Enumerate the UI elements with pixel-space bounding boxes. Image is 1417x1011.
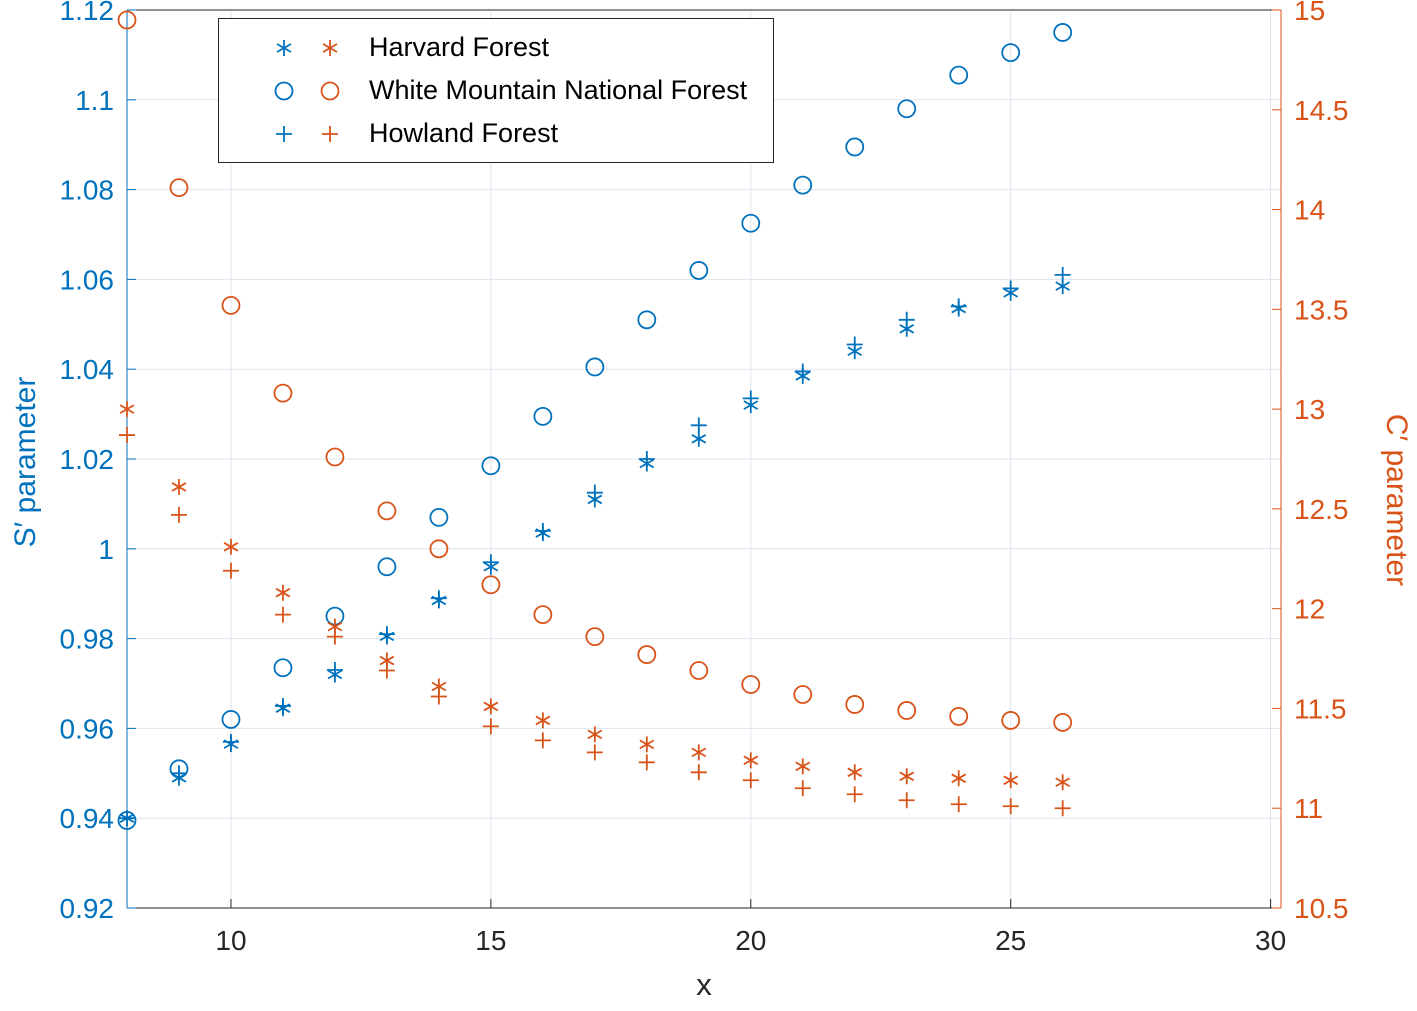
y-axis-label-left: S′ parameter bbox=[9, 376, 42, 548]
svg-text:15: 15 bbox=[475, 925, 506, 956]
svg-text:0.92: 0.92 bbox=[60, 893, 115, 924]
svg-text:12.5: 12.5 bbox=[1294, 494, 1349, 525]
svg-text:1.08: 1.08 bbox=[60, 175, 115, 206]
axes-box bbox=[126, 9, 1282, 909]
svg-text:1.04: 1.04 bbox=[60, 354, 115, 385]
svg-text:0.98: 0.98 bbox=[60, 624, 115, 655]
asterisk-marker-blue-icon bbox=[276, 39, 292, 56]
svg-text:0.96: 0.96 bbox=[60, 713, 115, 744]
svg-text:15: 15 bbox=[1294, 0, 1325, 26]
series-right-circle bbox=[117, 10, 1073, 732]
svg-text:13.5: 13.5 bbox=[1294, 294, 1349, 325]
legend-item-white-mountain: White Mountain National Forest bbox=[267, 69, 747, 112]
right-y-axis-ticks: 10.5 11 11.5 12 12.5 13 13.5 14 14.5 15 bbox=[1272, 0, 1349, 924]
legend-item-harvard-forest: Harvard Forest bbox=[267, 26, 747, 69]
x-axis-label: x bbox=[696, 967, 712, 1002]
svg-text:30: 30 bbox=[1255, 925, 1286, 956]
legend-item-howland-forest: Howland Forest bbox=[267, 112, 747, 155]
circle-marker-blue-icon bbox=[274, 81, 294, 100]
plus-marker-blue-icon bbox=[276, 125, 292, 142]
legend-label: Harvard Forest bbox=[369, 32, 550, 62]
svg-text:13: 13 bbox=[1294, 394, 1325, 425]
plus-marker-orange-icon bbox=[322, 125, 338, 142]
svg-text:1.02: 1.02 bbox=[60, 444, 115, 475]
legend: Harvard Forest White Mountain National F… bbox=[218, 18, 775, 163]
series-right-plus bbox=[119, 427, 1071, 817]
svg-text:10: 10 bbox=[215, 925, 246, 956]
svg-text:1.12: 1.12 bbox=[60, 0, 115, 26]
svg-text:0.94: 0.94 bbox=[60, 803, 115, 834]
left-y-axis-ticks: 0.92 0.94 0.96 0.98 1 1.02 1.04 1.06 1.08 1.1 1.12 bbox=[60, 0, 136, 924]
svg-text:11.5: 11.5 bbox=[1294, 693, 1346, 724]
x-axis-ticks: 10 15 20 25 30 bbox=[215, 899, 1286, 956]
asterisk-marker-orange-icon bbox=[322, 39, 338, 56]
svg-text:14: 14 bbox=[1294, 195, 1325, 226]
series-left-asterisk bbox=[119, 278, 1071, 827]
y-axis-label-right: C′ parameter bbox=[1380, 413, 1413, 587]
svg-text:25: 25 bbox=[995, 925, 1026, 956]
svg-text:20: 20 bbox=[735, 925, 766, 956]
svg-text:1.1: 1.1 bbox=[75, 85, 114, 116]
legend-label: Howland Forest bbox=[369, 118, 559, 148]
svg-text:10.5: 10.5 bbox=[1294, 893, 1349, 924]
series-right-asterisk bbox=[119, 401, 1071, 791]
circle-marker-orange-icon bbox=[320, 81, 340, 100]
svg-text:14.5: 14.5 bbox=[1294, 95, 1349, 126]
series-left-plus bbox=[119, 266, 1071, 827]
svg-text:1.06: 1.06 bbox=[60, 264, 115, 295]
svg-text:12: 12 bbox=[1294, 594, 1325, 625]
svg-text:11: 11 bbox=[1294, 793, 1323, 824]
legend-label: White Mountain National Forest bbox=[369, 75, 748, 105]
svg-text:1: 1 bbox=[98, 534, 114, 565]
